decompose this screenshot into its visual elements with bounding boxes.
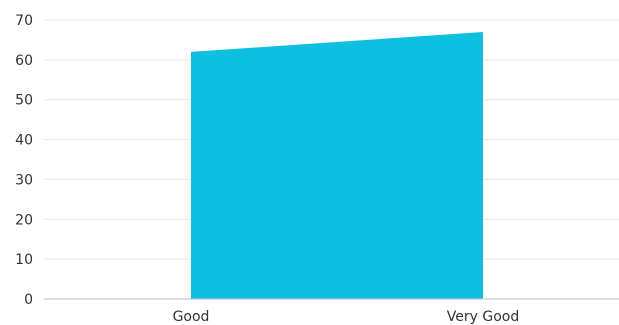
y-tick-label: 10	[15, 252, 33, 268]
y-tick-label: 70	[15, 13, 33, 29]
area-series-0	[191, 31, 483, 299]
y-tick-label: 50	[15, 93, 33, 109]
label-layer: 0 10 20 30 40 50 60 70 Good Very Good	[15, 13, 519, 325]
x-tick-label: Very Good	[447, 309, 519, 325]
y-tick-label: 0	[24, 292, 33, 308]
y-tick-label: 30	[15, 172, 33, 188]
x-tick-label: Good	[173, 309, 210, 325]
area-layer	[191, 31, 483, 299]
y-tick-label: 20	[15, 212, 33, 228]
y-tick-label: 60	[15, 53, 33, 69]
y-tick-label: 40	[15, 133, 33, 149]
